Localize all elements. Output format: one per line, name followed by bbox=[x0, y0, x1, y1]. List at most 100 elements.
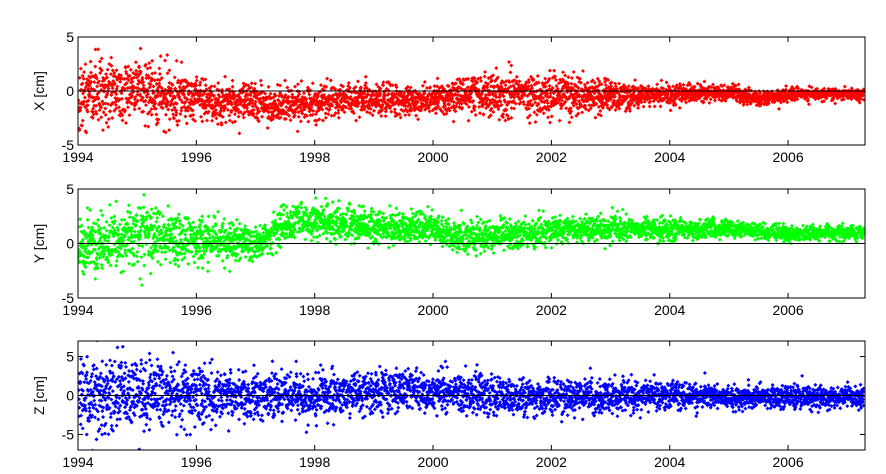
data-point bbox=[692, 84, 697, 89]
data-point bbox=[451, 100, 456, 105]
data-point bbox=[80, 118, 85, 123]
data-point bbox=[322, 214, 327, 219]
data-point bbox=[113, 102, 118, 107]
data-point bbox=[566, 75, 571, 80]
data-point bbox=[168, 93, 173, 98]
data-point bbox=[273, 93, 278, 98]
data-point bbox=[235, 226, 240, 231]
data-point bbox=[90, 225, 95, 230]
data-point bbox=[146, 124, 151, 129]
data-point bbox=[577, 94, 582, 99]
data-point bbox=[214, 232, 219, 237]
data-point bbox=[227, 87, 232, 92]
data-point bbox=[141, 214, 146, 219]
data-point bbox=[106, 86, 111, 91]
data-point bbox=[212, 84, 217, 89]
data-point bbox=[129, 229, 134, 234]
data-point bbox=[263, 91, 268, 96]
data-point bbox=[166, 107, 171, 112]
data-point bbox=[333, 111, 338, 116]
data-point bbox=[237, 131, 242, 136]
data-point bbox=[581, 99, 586, 104]
data-point bbox=[243, 255, 248, 260]
data-point bbox=[78, 258, 81, 263]
data-point bbox=[282, 99, 287, 104]
data-point bbox=[144, 103, 149, 108]
data-point bbox=[471, 98, 476, 103]
data-point bbox=[676, 86, 681, 91]
data-point bbox=[169, 232, 174, 237]
data-point bbox=[109, 252, 114, 257]
data-point bbox=[224, 255, 229, 260]
data-point bbox=[424, 85, 429, 90]
data-point bbox=[392, 107, 397, 112]
data-point bbox=[469, 90, 474, 95]
data-point bbox=[323, 196, 328, 201]
data-point bbox=[574, 113, 579, 118]
data-point bbox=[86, 255, 91, 260]
data-point bbox=[129, 235, 134, 240]
data-point bbox=[240, 86, 245, 91]
data-point bbox=[215, 243, 220, 248]
data-point bbox=[674, 83, 679, 88]
data-point bbox=[594, 101, 599, 106]
data-point bbox=[87, 251, 92, 256]
data-point bbox=[711, 82, 716, 87]
data-point bbox=[138, 93, 143, 98]
data-point bbox=[260, 251, 265, 256]
data-point bbox=[806, 98, 811, 103]
data-point bbox=[122, 76, 127, 81]
data-point bbox=[652, 104, 657, 109]
data-point bbox=[694, 98, 699, 103]
data-point bbox=[197, 245, 202, 250]
data-point bbox=[266, 84, 271, 89]
data-point bbox=[509, 63, 514, 68]
data-point bbox=[605, 102, 610, 107]
data-point bbox=[633, 78, 638, 83]
data-point bbox=[81, 237, 86, 242]
data-point bbox=[200, 214, 205, 219]
data-point bbox=[153, 205, 158, 210]
data-point bbox=[287, 216, 292, 221]
data-point bbox=[470, 79, 475, 84]
data-point bbox=[509, 106, 514, 111]
data-point bbox=[297, 92, 302, 97]
data-point bbox=[758, 91, 763, 96]
data-point bbox=[86, 98, 91, 103]
data-point bbox=[143, 62, 148, 67]
data-point bbox=[86, 87, 91, 92]
data-point bbox=[191, 102, 196, 107]
data-point bbox=[157, 78, 162, 83]
data-point bbox=[124, 96, 129, 101]
data-point bbox=[186, 216, 191, 221]
data-point bbox=[541, 111, 546, 116]
data-point bbox=[833, 101, 838, 106]
data-point bbox=[238, 227, 243, 232]
data-point bbox=[177, 225, 182, 230]
data-point bbox=[124, 81, 129, 86]
data-point bbox=[219, 122, 224, 127]
data-point bbox=[612, 94, 617, 99]
data-point bbox=[155, 249, 160, 254]
data-point bbox=[583, 107, 588, 112]
data-point bbox=[561, 86, 566, 91]
data-point bbox=[147, 61, 152, 66]
data-point bbox=[422, 80, 427, 85]
data-point bbox=[658, 104, 663, 109]
data-point bbox=[243, 224, 248, 229]
data-point bbox=[174, 58, 179, 63]
data-point bbox=[536, 101, 541, 106]
data-point bbox=[302, 107, 307, 112]
data-point bbox=[174, 239, 179, 244]
data-point bbox=[132, 262, 137, 267]
data-point bbox=[313, 196, 318, 201]
data-point bbox=[152, 71, 157, 76]
data-point bbox=[300, 111, 305, 116]
data-point bbox=[93, 64, 98, 69]
data-point bbox=[379, 113, 384, 118]
data-point bbox=[216, 81, 221, 86]
data-point bbox=[175, 218, 180, 223]
data-point bbox=[415, 99, 420, 104]
data-point bbox=[140, 244, 145, 249]
data-point bbox=[212, 93, 217, 98]
